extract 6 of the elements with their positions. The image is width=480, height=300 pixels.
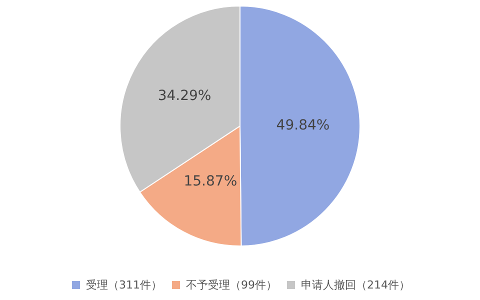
data-label: 49.84%	[276, 118, 330, 134]
legend-label: 申请人撤回（214件）	[301, 278, 410, 292]
data-label: 34.29%	[158, 88, 212, 104]
data-label: 15.87%	[184, 174, 238, 190]
legend-label: 受理（311件）	[86, 278, 162, 292]
legend-label: 不予受理（99件）	[186, 278, 277, 292]
